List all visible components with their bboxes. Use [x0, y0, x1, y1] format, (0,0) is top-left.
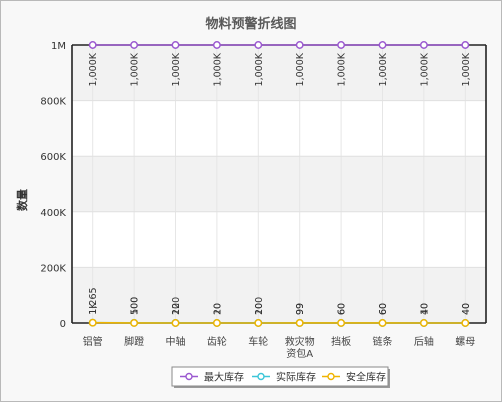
y-tick-label: 0 — [60, 319, 66, 330]
data-point — [337, 41, 346, 49]
plot-band — [72, 45, 486, 101]
data-label: 10 — [419, 303, 430, 315]
data-label: 120 — [171, 297, 182, 315]
data-point — [295, 41, 304, 49]
data-point — [171, 41, 180, 49]
data-label: 1,000K — [419, 52, 430, 86]
data-point — [419, 41, 428, 49]
data-label: 1,000K — [88, 52, 99, 86]
x-tick-label: 螺母 — [455, 336, 475, 348]
legend-marker — [257, 372, 265, 381]
legend-label: 实际库存 — [276, 371, 316, 384]
legend-label: 安全库存 — [346, 371, 386, 384]
data-point — [254, 319, 263, 327]
data-point — [254, 41, 263, 49]
plot-band — [72, 267, 486, 323]
data-label: 20 — [171, 303, 182, 315]
plot-band — [72, 100, 486, 157]
data-label: 1,000K — [295, 52, 306, 86]
x-tick-label: 铝管 — [83, 335, 103, 348]
data-point — [212, 319, 221, 327]
data-point — [88, 41, 97, 49]
x-tick-label: 救灾物资包A — [285, 335, 315, 360]
data-label: 60 — [378, 303, 389, 315]
data-label: 60 — [337, 303, 348, 315]
legend-box — [171, 366, 389, 387]
y-tick-label: 200K — [40, 263, 66, 274]
x-tick-label: 挡板 — [331, 335, 351, 348]
data-point — [378, 41, 387, 49]
y-tick-label: 600K — [40, 152, 66, 163]
legend-marker — [327, 372, 335, 381]
data-point — [337, 319, 346, 327]
data-label: 99 — [295, 303, 306, 315]
y-tick-label: 800K — [40, 97, 66, 108]
data-point — [212, 41, 221, 49]
data-label: 60 — [378, 303, 389, 315]
data-label: 100 — [130, 297, 141, 315]
data-label: 20 — [254, 303, 265, 315]
chart-title: 物料预警折线图 — [205, 16, 296, 32]
legend-label: 最大库存 — [204, 371, 244, 384]
y-axis-title: 数量 — [15, 189, 29, 211]
data-point — [171, 319, 180, 327]
data-label: 99 — [295, 303, 306, 315]
data-point — [461, 41, 470, 49]
data-label: 1,000K — [337, 52, 348, 86]
x-tick-label: 脚蹬 — [124, 335, 144, 348]
data-point — [130, 319, 139, 327]
data-point — [130, 41, 139, 49]
data-label: 1,265 — [88, 287, 99, 314]
x-tick-label: 链条 — [373, 335, 393, 348]
data-label: 10 — [212, 303, 223, 315]
data-label: 40 — [419, 303, 430, 315]
x-tick-label: 中轴 — [166, 335, 186, 348]
data-label: 1,000K — [461, 52, 472, 86]
data-label: 500 — [130, 297, 141, 315]
y-tick-label: 400K — [40, 208, 66, 219]
x-tick-label: 车轮 — [248, 335, 268, 348]
y-tick-label: 1M — [51, 41, 66, 52]
data-label: 40 — [461, 303, 472, 315]
data-label: 20 — [212, 303, 223, 315]
plot-band — [72, 156, 486, 212]
data-point — [88, 318, 97, 327]
data-label: 1K — [88, 302, 99, 315]
data-point — [461, 319, 470, 327]
data-label: 1,000K — [130, 52, 141, 86]
data-point — [378, 319, 387, 327]
data-label: 1,000K — [378, 52, 389, 86]
data-label: 60 — [337, 303, 348, 315]
data-label: 1,000K — [171, 52, 182, 86]
data-point — [419, 319, 428, 327]
legend-marker — [185, 372, 193, 381]
data-point — [295, 319, 304, 327]
data-label: 40 — [461, 303, 472, 315]
data-label: 100 — [254, 297, 265, 315]
data-label: 1,000K — [212, 52, 223, 86]
x-tick-label: 齿轮 — [207, 335, 227, 348]
x-tick-label: 后轴 — [414, 335, 434, 348]
data-label: 1,000K — [254, 52, 265, 86]
plot-band — [72, 211, 486, 268]
